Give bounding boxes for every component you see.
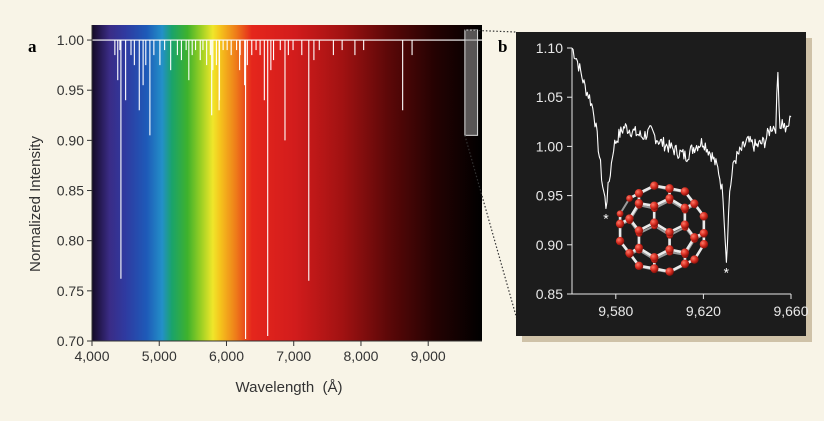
c60-atom xyxy=(649,218,659,227)
c60-atom xyxy=(690,233,699,242)
c60-atom xyxy=(680,248,690,257)
c60-atom xyxy=(615,219,625,229)
b-y-tick-label: 0.85 xyxy=(536,286,563,302)
spectrum-background xyxy=(92,25,482,341)
c60-atom xyxy=(690,255,699,264)
y-tick-label: 0.80 xyxy=(57,233,84,249)
x-axis-title: Wavelength (Å) xyxy=(236,379,343,396)
c60-atom xyxy=(626,195,633,202)
b-y-tick-label: 1.10 xyxy=(536,40,563,56)
c60-atom xyxy=(650,264,659,273)
c60-atom xyxy=(625,248,634,258)
b-y-tick-label: 1.00 xyxy=(536,138,563,154)
zoom-connector-bottom xyxy=(464,135,521,331)
c60-atom xyxy=(680,259,690,268)
c60-atom xyxy=(665,227,674,237)
x-tick-label: 9,000 xyxy=(411,348,446,364)
zoomed-spectrum-trace xyxy=(571,47,792,263)
highlight-box xyxy=(464,29,479,136)
c60-atom xyxy=(634,243,644,253)
panel-b-frame xyxy=(516,32,806,336)
y-tick-label: 0.75 xyxy=(57,283,84,299)
panel-b-label: b xyxy=(498,37,507,56)
panel-b: b 0.85 0.90 0.95 1.00 1.05 1.10 9,580 9,620 9,66… xyxy=(498,32,812,342)
b-x-tick-label: 9,660 xyxy=(773,303,808,319)
x-tick-label: 5,000 xyxy=(142,348,177,364)
x-tick-label: 7,000 xyxy=(276,348,311,364)
panel-b-axes: 0.85 0.90 0.95 1.00 1.05 1.10 9,580 9,620 9,660 xyxy=(536,40,809,319)
dib-markers: ** xyxy=(603,210,729,280)
c60-atom xyxy=(634,226,644,235)
y-tick-label: 1.00 xyxy=(57,32,84,48)
y-tick-label: 0.85 xyxy=(57,183,84,199)
b-y-tick-label: 0.90 xyxy=(536,237,563,253)
absorption-lines xyxy=(114,40,413,339)
c60-atom xyxy=(634,188,644,198)
b-y-tick-label: 1.05 xyxy=(536,89,563,105)
c60-atom xyxy=(625,214,634,223)
x-tick-label: 4,000 xyxy=(74,348,109,364)
c60-atom xyxy=(615,236,625,246)
x-tick-label: 8,000 xyxy=(343,348,378,364)
c60-molecule xyxy=(615,181,709,276)
c60-atom xyxy=(665,267,674,276)
c60-atom xyxy=(634,199,644,208)
dib-marker: * xyxy=(603,210,609,226)
y-tick-label: 0.95 xyxy=(57,82,84,98)
c60-atom xyxy=(665,245,674,254)
c60-atom xyxy=(699,240,709,249)
panel-a-label: a xyxy=(28,37,37,56)
c60-atom xyxy=(650,181,659,190)
c60-atom xyxy=(680,187,690,196)
b-y-tick-label: 0.95 xyxy=(536,188,563,204)
c60-atom xyxy=(680,203,690,212)
c60-atom xyxy=(665,194,674,203)
y-axis-title: Normalized Intensity xyxy=(27,136,44,272)
zoom-connector-top xyxy=(464,29,517,33)
c60-atom xyxy=(616,210,624,218)
c60-atom xyxy=(690,199,699,208)
c60-atom xyxy=(680,220,690,229)
y-tick-label: 0.70 xyxy=(57,333,84,349)
y-tick-label: 0.90 xyxy=(57,132,84,148)
panel-a: 0.70 0.75 0.80 0.85 0.90 0.95 1.00 4,000 5,000 6,… xyxy=(27,25,482,396)
c60-atom xyxy=(634,261,644,271)
panel-a-axes: 0.70 0.75 0.80 0.85 0.90 0.95 1.00 4,000 5,000 6,… xyxy=(57,25,482,364)
c60-atom xyxy=(699,228,709,238)
c60-atom xyxy=(699,212,709,221)
dib-marker: * xyxy=(724,264,730,280)
b-x-tick-label: 9,580 xyxy=(598,303,633,319)
b-x-tick-label: 9,620 xyxy=(686,303,721,319)
c60-atom xyxy=(650,253,659,262)
c60-atom xyxy=(649,201,659,211)
x-tick-label: 6,000 xyxy=(209,348,244,364)
c60-atom xyxy=(665,184,674,193)
